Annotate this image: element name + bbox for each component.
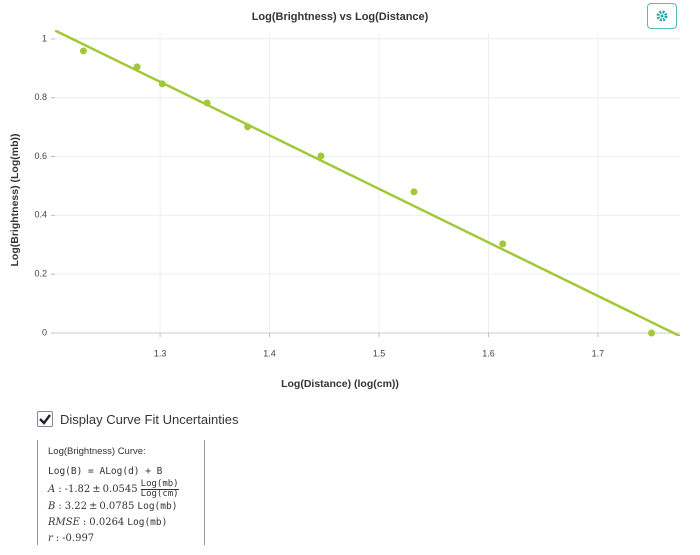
y-axis-label: Log(Brightness) (Log(mb)) [9,134,21,267]
param-value: 3.22 [64,501,87,512]
x-tick-label: 1.7 [592,348,605,358]
fit-line [55,30,680,336]
y-tick-label: 0.6 [34,151,47,161]
param-value: -1.82 [64,484,91,495]
pm: ± [92,484,101,495]
y-tick-label: 0 [42,327,47,337]
param-value: -0.997 [62,533,95,544]
unit-denominator: Log(cm) [140,489,179,499]
point [133,63,141,71]
param-unit: Log(mb) [137,501,178,512]
x-tick-label: 1.6 [482,348,495,358]
point [648,329,656,337]
x-axis-label: Log(Distance) (log(cm)) [281,378,399,390]
param-error: 0.0545 [102,484,138,495]
checkbox-label: Display Curve Fit Uncertainties [60,411,239,427]
unit-fraction: Log(mb) Log(cm) [140,479,179,499]
y-tick-label: 0.2 [34,269,47,279]
y-tick-label: 1 [42,33,47,43]
checkbox[interactable]: Display Curve Fit Uncertainties [37,411,238,427]
param-name: A [48,484,56,495]
param-name: r [48,533,53,544]
gear-icon [656,10,668,22]
param-name: RMSE [48,517,80,528]
point [244,123,252,131]
check-mark [39,414,51,425]
point [203,99,211,107]
x-tick-label: 1.3 [154,348,167,358]
param-name: B [48,501,56,512]
separator: : [55,533,60,544]
fit-title: Log(Brightness) Curve: [48,446,146,457]
fit-panel: Log(Brightness) Curve: Log(B) = ALog(d) … [37,440,205,545]
settings-button[interactable] [647,3,677,29]
fit-equation: Log(B) = ALog(d) + B [48,466,163,477]
y-tick-label: 0.4 [34,210,47,220]
separator: : [58,501,62,512]
x-tick-label: 1.5 [373,348,386,358]
chart: Log(Brightness) vs Log(Distance) Log(Dis… [9,11,680,390]
param-value: 0.0264 [89,517,125,528]
fit-param: RMSE:0.0264 Log(mb) [48,515,194,531]
y-tick-label: 0.8 [34,92,47,102]
x-tick-label: 1.4 [263,348,276,358]
checkbox-box[interactable] [37,411,53,427]
fit-param: A: -1.82 ±0.0545 Log(mb) Log(cm) [48,480,194,499]
pm: ± [89,501,98,512]
point [499,240,507,248]
unit-numerator: Log(mb) [140,479,179,490]
point [317,152,325,160]
point [410,188,418,196]
separator: : [82,517,87,528]
point [79,47,87,55]
param-unit: Log(mb) [127,517,168,528]
chart-title: Log(Brightness) vs Log(Distance) [252,11,429,23]
param-error: 0.0785 [99,501,135,512]
fit-param: B:3.22 ±0.0785 Log(mb) [48,499,194,515]
point [158,80,166,88]
fit-param: r: -0.997 [48,531,194,547]
fit-params: A: -1.82 ±0.0545 Log(mb) Log(cm) B:3.22 ±0.078… [48,480,194,547]
separator: : [58,484,62,495]
